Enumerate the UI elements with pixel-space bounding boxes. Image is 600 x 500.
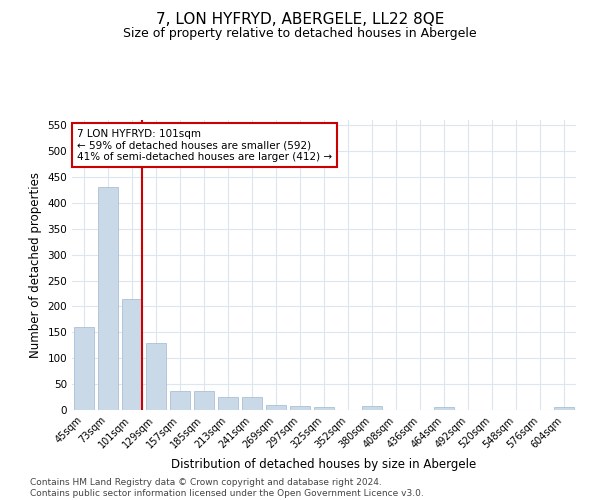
X-axis label: Distribution of detached houses by size in Abergele: Distribution of detached houses by size … — [172, 458, 476, 471]
Text: Size of property relative to detached houses in Abergele: Size of property relative to detached ho… — [123, 28, 477, 40]
Text: 7, LON HYFRYD, ABERGELE, LL22 8QE: 7, LON HYFRYD, ABERGELE, LL22 8QE — [156, 12, 444, 28]
Bar — [146, 342, 166, 410]
Bar — [218, 397, 238, 410]
Bar — [362, 406, 382, 410]
Bar — [194, 391, 214, 410]
Text: 7 LON HYFRYD: 101sqm
← 59% of detached houses are smaller (592)
41% of semi-deta: 7 LON HYFRYD: 101sqm ← 59% of detached h… — [77, 128, 332, 162]
Bar — [554, 408, 574, 410]
Y-axis label: Number of detached properties: Number of detached properties — [29, 172, 42, 358]
Bar — [290, 406, 310, 410]
Bar — [98, 188, 118, 410]
Bar — [74, 327, 94, 410]
Bar — [242, 397, 262, 410]
Bar — [434, 407, 454, 410]
Text: Contains HM Land Registry data © Crown copyright and database right 2024.
Contai: Contains HM Land Registry data © Crown c… — [30, 478, 424, 498]
Bar — [122, 298, 142, 410]
Bar — [170, 391, 190, 410]
Bar — [314, 408, 334, 410]
Bar — [266, 405, 286, 410]
